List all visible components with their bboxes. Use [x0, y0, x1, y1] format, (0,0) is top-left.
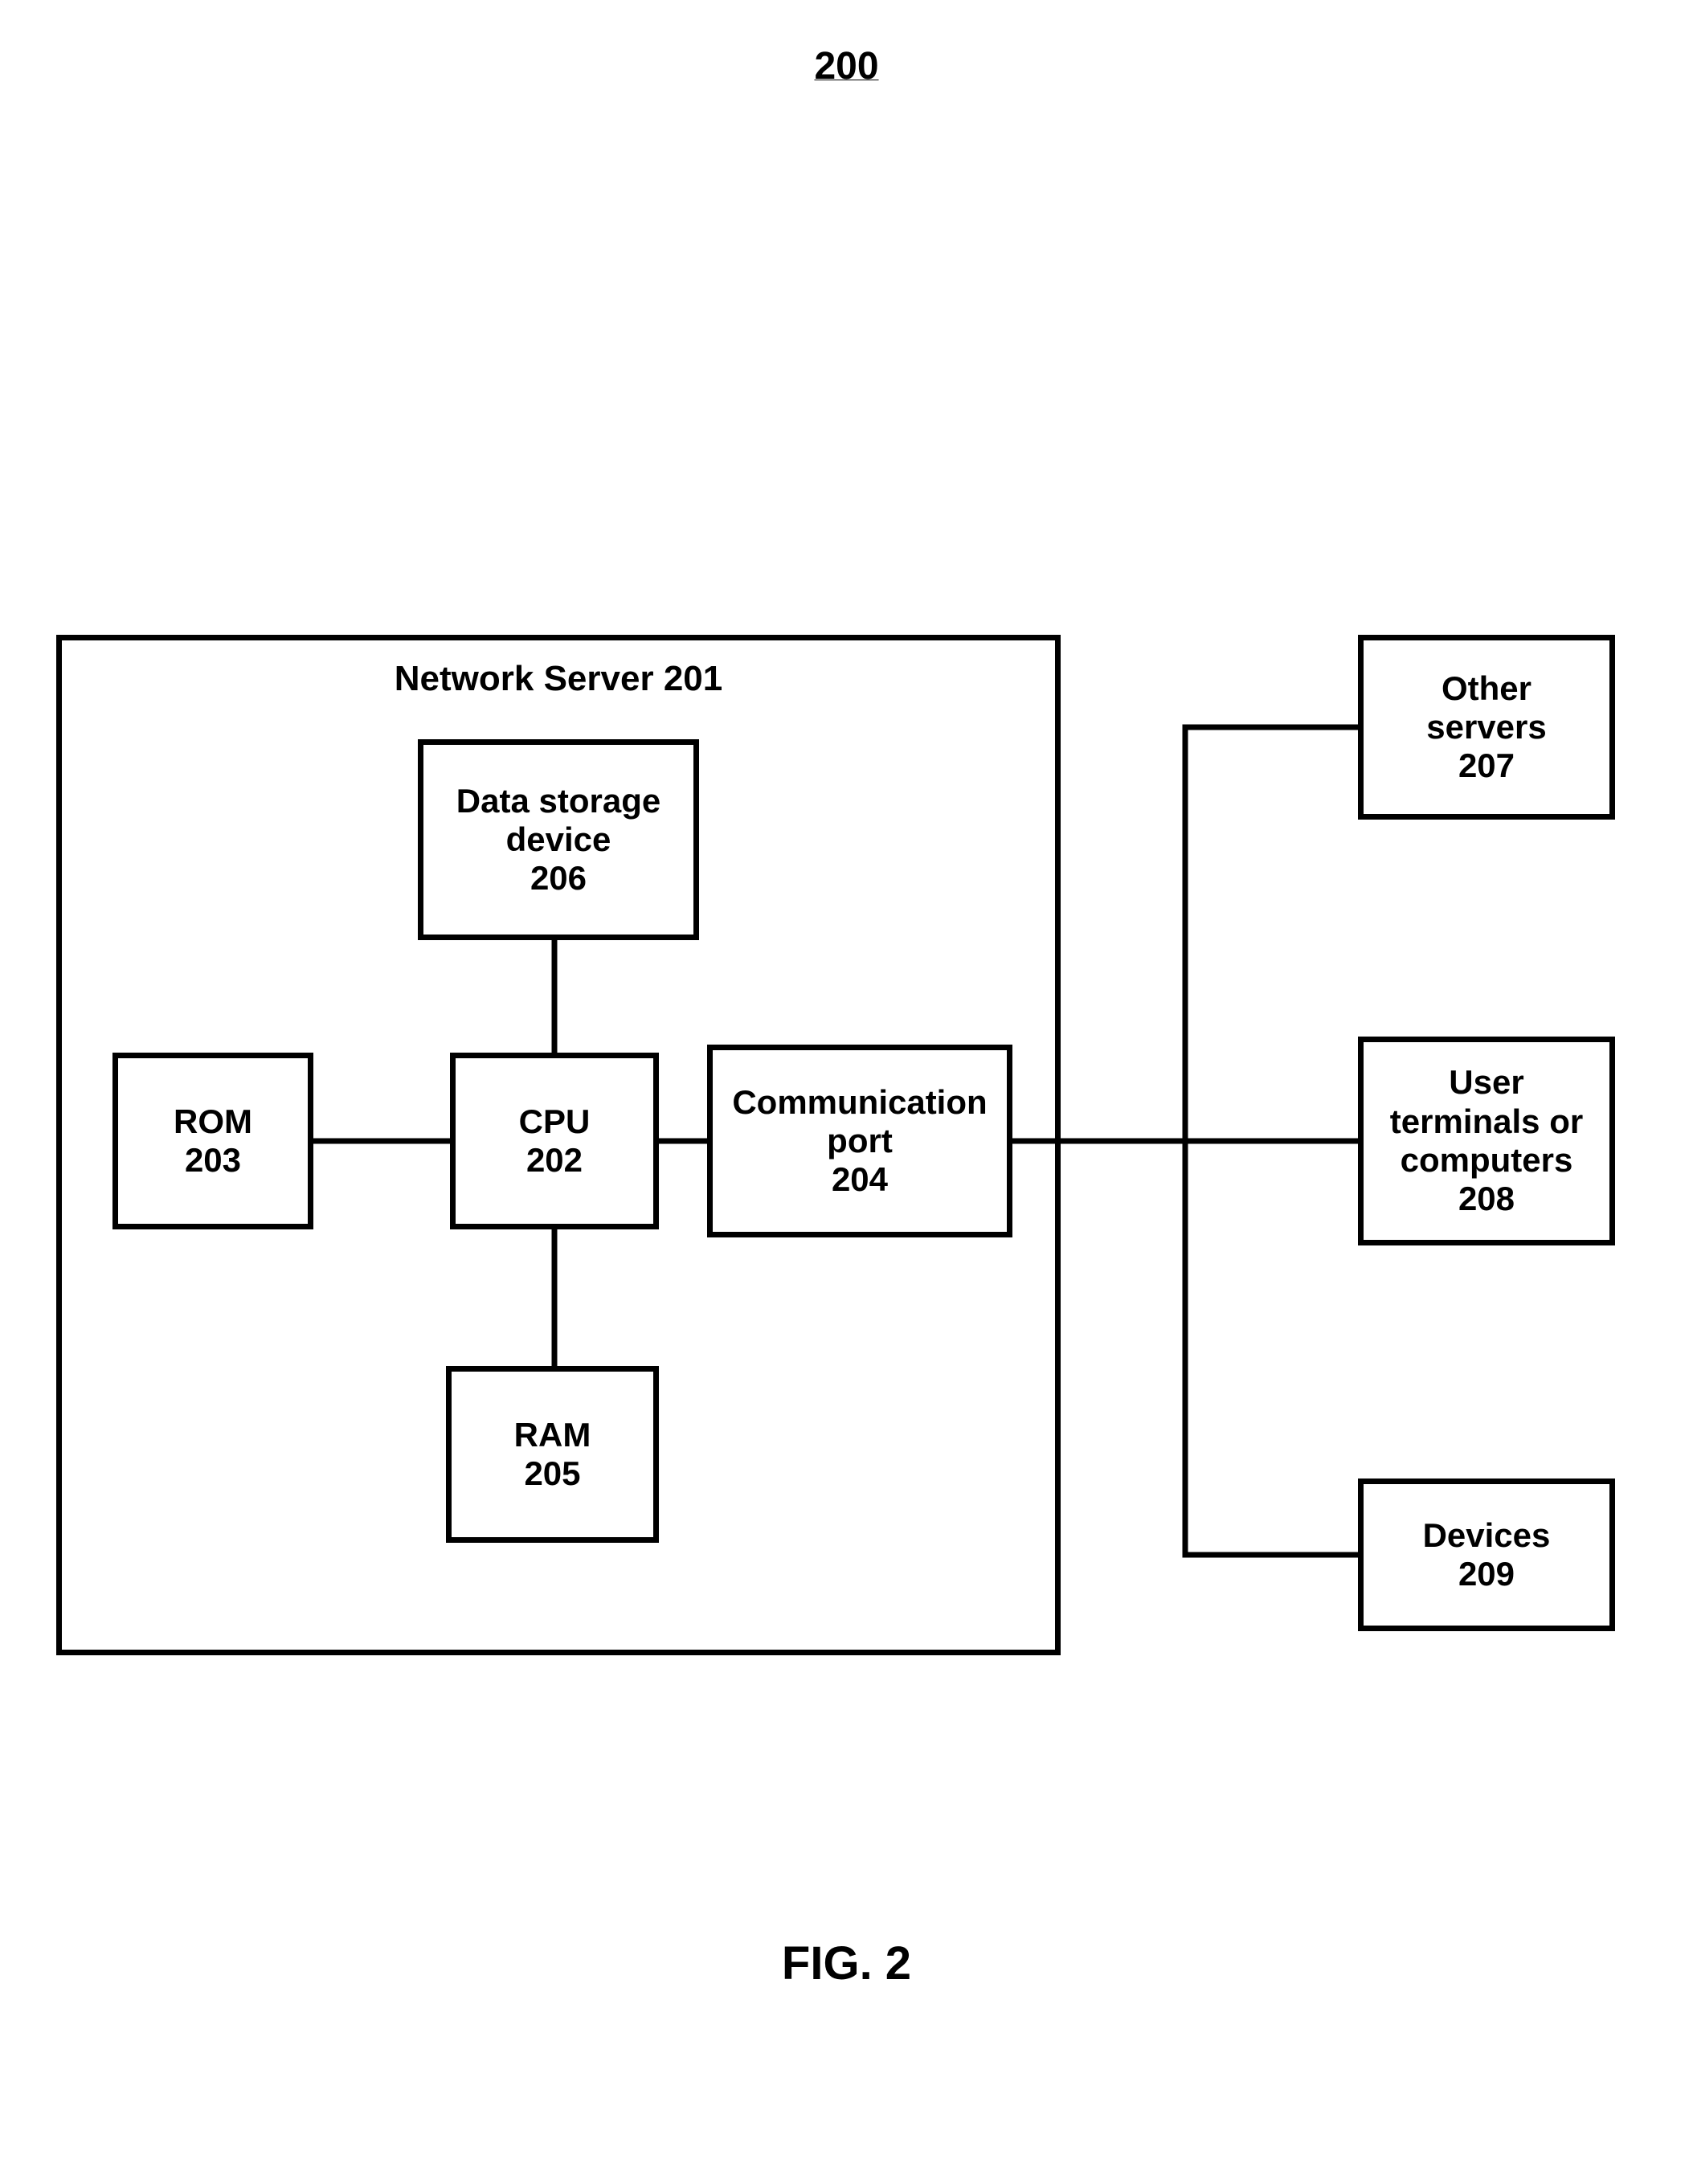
node-data-storage-num: 206: [530, 859, 587, 898]
node-other-servers: Other servers 207: [1358, 635, 1615, 820]
network-server-title: Network Server 201: [56, 659, 1061, 699]
figure-caption: FIG. 2: [0, 1937, 1693, 1990]
node-rom-num: 203: [185, 1141, 241, 1180]
node-ram-line1: RAM: [514, 1416, 591, 1454]
node-user-terminals: User terminals or computers 208: [1358, 1037, 1615, 1245]
node-cpu-num: 202: [526, 1141, 583, 1180]
figure-ref-number: 200: [0, 44, 1693, 88]
edge-bus-to-other: [1185, 727, 1358, 1141]
node-other-num: 207: [1458, 746, 1515, 785]
node-user-line3: computers: [1401, 1141, 1573, 1180]
node-user-num: 208: [1458, 1180, 1515, 1218]
node-ram: RAM 205: [446, 1366, 659, 1543]
edge-bus-to-devices: [1185, 1141, 1358, 1555]
node-other-line1: Other: [1442, 669, 1531, 708]
node-devices: Devices 209: [1358, 1478, 1615, 1631]
node-comm-port: Communication port 204: [707, 1045, 1012, 1237]
node-comm-line1: Communication: [732, 1083, 987, 1122]
node-cpu: CPU 202: [450, 1053, 659, 1229]
node-data-storage: Data storage device 206: [418, 739, 699, 940]
node-ram-num: 205: [524, 1454, 580, 1493]
node-user-line2: terminals or: [1390, 1102, 1583, 1141]
node-devices-num: 209: [1458, 1555, 1515, 1593]
node-cpu-line1: CPU: [519, 1102, 591, 1141]
node-comm-line2: port: [827, 1122, 893, 1160]
node-data-storage-line1: Data storage: [456, 782, 660, 820]
node-data-storage-line2: device: [506, 820, 611, 859]
node-rom: ROM 203: [112, 1053, 313, 1229]
node-user-line1: User: [1449, 1063, 1523, 1102]
node-rom-line1: ROM: [174, 1102, 252, 1141]
figure-ref-text: 200: [814, 45, 878, 88]
node-devices-line1: Devices: [1423, 1516, 1551, 1555]
node-comm-num: 204: [832, 1160, 888, 1199]
node-other-line2: servers: [1426, 708, 1546, 746]
